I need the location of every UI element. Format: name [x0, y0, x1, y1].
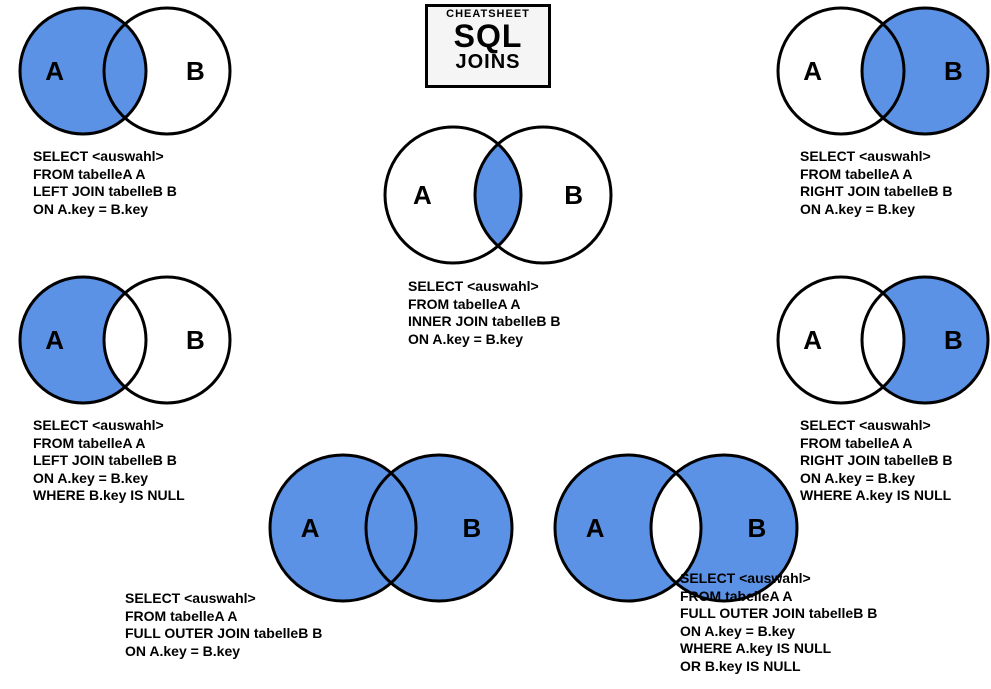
- sql-inner-join: SELECT <auswahl> FROM tabelleA A INNER J…: [408, 278, 560, 348]
- logo-box: CHEATSHEET SQL JOINS: [425, 4, 551, 88]
- sql-right-join: SELECT <auswahl> FROM tabelleA A RIGHT J…: [800, 148, 952, 218]
- venn-left-join-null: AB: [15, 272, 235, 413]
- svg-text:B: B: [186, 325, 205, 355]
- logo-bot: JOINS: [428, 52, 548, 74]
- venn-full-outer-join: AB: [265, 450, 517, 611]
- venn-left-join: AB: [15, 3, 235, 144]
- venn-inner-join: AB: [380, 122, 616, 273]
- svg-text:B: B: [462, 513, 481, 543]
- sql-right-join-null: SELECT <auswahl> FROM tabelleA A RIGHT J…: [800, 417, 952, 505]
- svg-text:A: A: [586, 513, 605, 543]
- svg-text:B: B: [944, 325, 963, 355]
- sql-full-outer-join: SELECT <auswahl> FROM tabelleA A FULL OU…: [125, 590, 322, 660]
- svg-text:A: A: [803, 325, 822, 355]
- svg-text:B: B: [186, 56, 205, 86]
- svg-text:B: B: [564, 180, 583, 210]
- svg-text:B: B: [944, 56, 963, 86]
- venn-right-join-null: AB: [773, 272, 991, 413]
- svg-text:B: B: [747, 513, 766, 543]
- sql-left-join: SELECT <auswahl> FROM tabelleA A LEFT JO…: [33, 148, 177, 218]
- sql-full-outer-join-null: SELECT <auswahl> FROM tabelleA A FULL OU…: [680, 570, 877, 675]
- svg-text:A: A: [413, 180, 432, 210]
- svg-text:A: A: [45, 56, 64, 86]
- svg-text:A: A: [803, 56, 822, 86]
- logo-mid: SQL: [428, 20, 548, 52]
- svg-text:A: A: [45, 325, 64, 355]
- sql-left-join-null: SELECT <auswahl> FROM tabelleA A LEFT JO…: [33, 417, 185, 505]
- venn-right-join: AB: [773, 3, 991, 144]
- svg-text:A: A: [301, 513, 320, 543]
